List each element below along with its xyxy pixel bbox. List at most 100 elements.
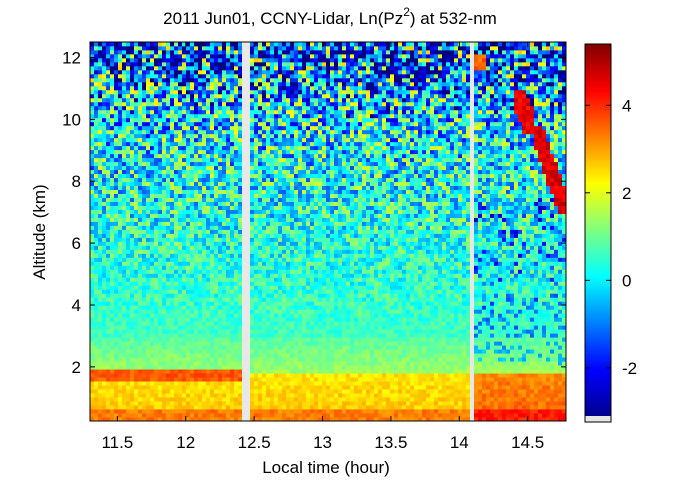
heatmap-cell — [242, 309, 247, 314]
heatmap-cell — [218, 81, 223, 87]
heatmap-cell — [286, 105, 291, 111]
heatmap-cell — [214, 137, 219, 143]
heatmap-cell — [238, 237, 243, 242]
heatmap-cell — [106, 117, 111, 123]
heatmap-cell — [118, 305, 123, 310]
heatmap-cell — [282, 385, 287, 390]
heatmap-cell — [214, 325, 219, 330]
heatmap-cell — [254, 413, 259, 418]
heatmap-cell — [102, 201, 107, 206]
heatmap-cell — [214, 89, 219, 95]
heatmap-cell — [126, 169, 131, 175]
heatmap-cell — [258, 321, 263, 326]
heatmap-cell — [178, 245, 183, 250]
heatmap-cell — [186, 157, 191, 163]
heatmap-cell — [230, 417, 235, 422]
heatmap-cell — [198, 309, 203, 314]
heatmap-cell — [98, 417, 103, 422]
heatmap-cell — [98, 157, 103, 163]
heatmap-cell — [158, 49, 163, 55]
heatmap-cell — [246, 157, 251, 163]
heatmap-cell — [146, 105, 151, 111]
heatmap-cell — [218, 257, 223, 262]
heatmap-cell — [98, 153, 103, 159]
heatmap-cell — [274, 273, 279, 278]
heatmap-cell — [154, 409, 159, 414]
heatmap-cell — [226, 373, 231, 378]
heatmap-cell — [294, 225, 299, 230]
heatmap-cell — [286, 81, 291, 87]
heatmap-cell — [262, 97, 267, 103]
heatmap-cell — [258, 377, 263, 382]
heatmap-cell — [162, 237, 167, 242]
heatmap-cell — [130, 109, 135, 115]
heatmap-cell — [254, 373, 259, 378]
heatmap-cell — [290, 42, 295, 47]
heatmap-cell — [138, 121, 143, 127]
heatmap-cell — [254, 265, 259, 270]
heatmap-cell — [234, 337, 239, 342]
heatmap-cell — [218, 97, 223, 103]
heatmap-cell — [254, 369, 259, 374]
heatmap-cell — [138, 97, 143, 103]
heatmap-cell — [190, 125, 195, 131]
heatmap-cell — [178, 289, 183, 294]
heatmap-cell — [230, 317, 235, 322]
heatmap-cell — [174, 133, 179, 139]
heatmap-cell — [246, 233, 251, 238]
heatmap-cell — [154, 149, 159, 155]
heatmap-cell — [174, 373, 179, 378]
heatmap-cell — [214, 229, 219, 234]
heatmap-cell — [218, 77, 223, 83]
heatmap-cell — [222, 61, 227, 67]
heatmap-cell — [250, 125, 255, 131]
heatmap-cell — [126, 213, 131, 218]
heatmap-cell — [134, 405, 139, 410]
heatmap-cell — [174, 125, 179, 131]
heatmap-cell — [222, 42, 227, 47]
heatmap-cell — [106, 321, 111, 326]
heatmap-cell — [130, 353, 135, 358]
heatmap-cell — [214, 169, 219, 175]
heatmap-cell — [142, 241, 147, 246]
heatmap-cell — [198, 221, 203, 226]
heatmap-cell — [174, 333, 179, 338]
heatmap-cell — [254, 277, 259, 282]
heatmap-cell — [114, 369, 119, 374]
heatmap-cell — [210, 173, 215, 179]
heatmap-cell — [134, 137, 139, 143]
heatmap-cell — [206, 337, 211, 342]
heatmap-cell — [202, 397, 207, 402]
heatmap-cell — [134, 121, 139, 127]
heatmap-cell — [250, 42, 255, 47]
heatmap-cell — [110, 65, 115, 71]
heatmap-cell — [114, 129, 119, 135]
heatmap-cell — [230, 357, 235, 362]
heatmap-cell — [130, 361, 135, 366]
heatmap-cell — [242, 101, 247, 107]
heatmap-cell — [118, 385, 123, 390]
heatmap-cell — [110, 245, 115, 250]
heatmap-cell — [262, 121, 267, 127]
heatmap-cell — [246, 269, 251, 274]
heatmap-cell — [102, 329, 107, 334]
heatmap-cell — [122, 57, 127, 63]
heatmap-cell — [178, 225, 183, 230]
heatmap-cell — [198, 201, 203, 206]
heatmap-cell — [130, 97, 135, 103]
heatmap-cell — [186, 389, 191, 394]
heatmap-cell — [250, 209, 255, 214]
heatmap-cell — [194, 265, 199, 270]
heatmap-cell — [206, 53, 211, 59]
heatmap-cell — [278, 253, 283, 258]
heatmap-cell — [90, 261, 95, 266]
heatmap-cell — [174, 93, 179, 99]
heatmap-cell — [214, 257, 219, 262]
heatmap-cell — [218, 405, 223, 410]
heatmap-cell — [142, 217, 147, 222]
heatmap-cell — [170, 101, 175, 107]
heatmap-cell — [294, 209, 299, 214]
heatmap-cell — [102, 57, 107, 63]
heatmap-cell — [262, 157, 267, 163]
heatmap-cell — [158, 209, 163, 214]
